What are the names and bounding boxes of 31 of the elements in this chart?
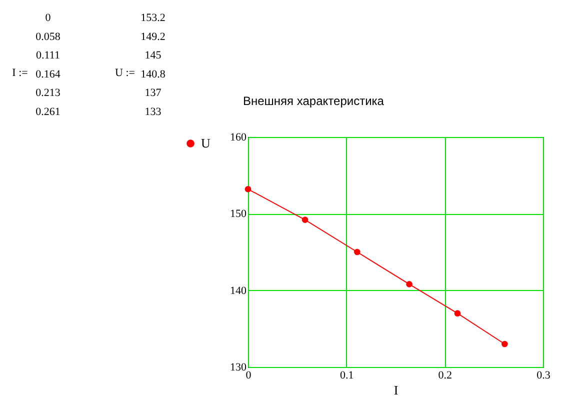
text: 0.213 [36,87,61,100]
text: 0.058 [36,30,61,43]
point [244,186,252,192]
point [302,216,308,223]
text: 140.8 [140,68,166,80]
x-tick-label: 0.2 [438,370,452,382]
text: 0.261 [36,106,60,118]
chart-title: Внешняя характеристика [243,94,384,108]
point [501,340,508,348]
text: 0 [45,12,52,24]
text: 137 [144,87,162,100]
legend-label: U [201,136,211,150]
x-tick-label: 0 [246,370,252,382]
text: 0.111 [36,50,60,62]
point [454,310,461,316]
text: U := [115,67,135,79]
text: 145 [144,50,162,62]
y-tick-label: 140 [230,284,247,297]
text: I := [12,67,28,79]
x-tick-label: 0.1 [340,370,354,382]
text: 133 [144,106,162,118]
x-tick-label: 0.3 [536,370,551,382]
y-tick-label: 130 [230,362,247,374]
point [354,248,360,256]
text: 153.2 [140,12,166,24]
text: 0.164 [36,68,61,80]
text: 149.2 [140,30,166,43]
y-tick-label: 160 [230,132,247,144]
x-axis-title: I [394,382,398,398]
y-tick-label: 150 [230,208,247,220]
point [406,281,412,288]
